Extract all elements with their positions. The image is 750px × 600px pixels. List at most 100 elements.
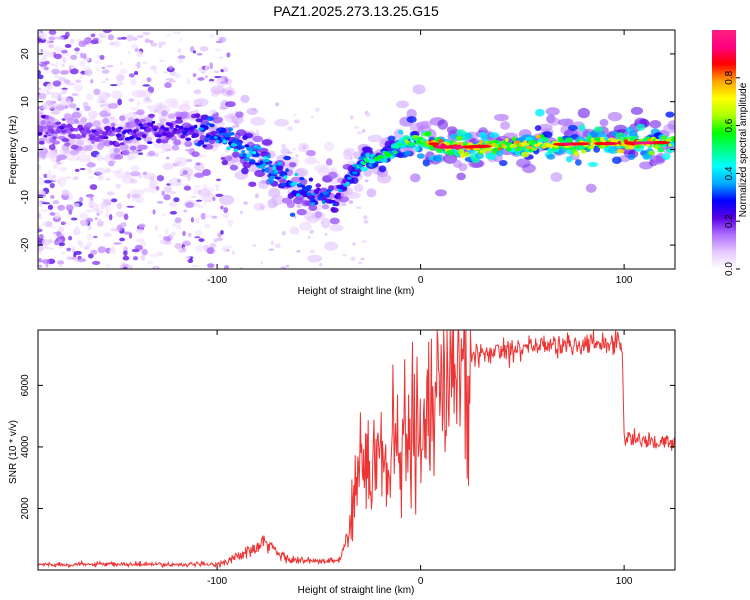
- heatmap-ridge-cell: [242, 157, 251, 162]
- heatmap-ridge-cell: [288, 162, 297, 168]
- heatmap-noise-cell: [54, 53, 62, 60]
- heatmap-noise-cell: [113, 242, 122, 245]
- heatmap-ridge-cell: [321, 200, 326, 204]
- heatmap-noise-cell: [198, 154, 208, 157]
- heatmap-ridge-cell: [250, 116, 266, 126]
- heatmap-ridge-cell: [39, 125, 45, 131]
- heatmap-noise-cell: [147, 261, 154, 265]
- heatmap-ridge-cell: [548, 117, 561, 126]
- heatmap-noise-cell: [38, 225, 41, 229]
- heatmap-noise-cell: [166, 33, 172, 37]
- heatmap-ridge-cell: [500, 121, 511, 130]
- heatmap-noise-cell: [102, 200, 108, 203]
- heatmap-ridge-cell: [420, 120, 432, 129]
- heatmap-ridge-cell: [541, 137, 550, 142]
- heatmap-ridge-cell: [246, 147, 255, 152]
- heatmap-ridge-cell: [627, 153, 636, 161]
- heatmap-noise-cell: [163, 235, 167, 242]
- heatmap-noise-cell: [141, 248, 148, 256]
- heatmap-ridge-cell: [197, 143, 202, 147]
- heatmap-ridge-cell: [80, 117, 88, 123]
- heatmap-noise-cell: [216, 237, 224, 242]
- heatmap-noise-cell: [348, 200, 354, 204]
- heatmap-ridge-cell: [55, 121, 62, 126]
- heatmap-noise-cell: [38, 74, 44, 80]
- heatmap-ridge-cell: [310, 202, 316, 206]
- heatmap-noise-cell: [115, 211, 125, 218]
- heatmap-ridge-cell: [503, 145, 508, 149]
- snr-x-tick-label: 100: [616, 576, 633, 587]
- heatmap-noise-cell: [46, 247, 55, 250]
- heatmap-noise-cell: [53, 46, 63, 53]
- heatmap-ridge-cell: [237, 142, 242, 147]
- heatmap-noise-cell: [45, 91, 51, 95]
- heatmap-noise-cell: [48, 144, 56, 151]
- heatmap-ridge-cell: [73, 118, 79, 124]
- heatmap-noise-cell: [43, 173, 48, 179]
- heatmap-ridge-cell: [73, 83, 83, 92]
- heatmap-noise-cell: [48, 30, 57, 35]
- heatmap-ridge-cell: [497, 146, 502, 151]
- heatmap-noise-cell: [38, 201, 43, 206]
- heatmap-noise-cell: [153, 266, 158, 269]
- heatmap-noise-cell: [192, 50, 196, 54]
- heatmap-noise-cell: [106, 191, 115, 196]
- heatmap-noise-cell: [174, 242, 183, 250]
- heatmap-ridge-cell: [290, 176, 302, 183]
- spectrogram-y-label: Frequency (Hz): [8, 116, 19, 185]
- heatmap-ridge-cell: [481, 134, 489, 143]
- heatmap-noise-cell: [193, 89, 202, 95]
- heatmap-ridge-cell: [204, 138, 209, 143]
- heatmap-noise-cell: [60, 49, 68, 54]
- heatmap-noise-cell: [204, 65, 209, 72]
- heatmap-ridge-cell: [136, 89, 152, 98]
- heatmap-noise-cell: [130, 107, 139, 111]
- heatmap-ridge-cell: [559, 138, 564, 142]
- heatmap-ridge-cell: [222, 139, 227, 144]
- heatmap-ridge-cell: [324, 194, 330, 198]
- heatmap-ridge-cell: [588, 145, 595, 150]
- heatmap-ridge-cell: [347, 178, 355, 184]
- heatmap-ridge-cell: [418, 136, 424, 141]
- heatmap-ridge-cell: [377, 154, 384, 159]
- heatmap-ridge-cell: [261, 168, 266, 172]
- heatmap-ridge-cell: [103, 136, 109, 140]
- heatmap-ridge-cell: [249, 159, 256, 164]
- heatmap-noise-cell: [166, 156, 170, 160]
- heatmap-noise-cell: [90, 79, 94, 84]
- heatmap-ridge-cell: [343, 147, 356, 157]
- heatmap-ridge-cell: [194, 172, 205, 178]
- heatmap-ridge-cell: [416, 140, 422, 145]
- heatmap-noise-cell: [142, 84, 151, 87]
- heatmap-ridge-cell: [86, 162, 96, 168]
- heatmap-ridge-cell: [379, 158, 385, 163]
- heatmap-ridge-cell: [347, 176, 352, 180]
- heatmap-noise-cell: [44, 86, 49, 92]
- heatmap-ridge-cell: [224, 155, 233, 162]
- colorbar-tick-label: 0.0: [724, 262, 735, 276]
- snr-plot-area: [38, 330, 675, 570]
- heatmap-noise-cell: [43, 66, 49, 71]
- heatmap-noise-cell: [61, 87, 68, 90]
- heatmap-noise-cell: [192, 73, 197, 78]
- snr-x-ticks: -100 0 100: [207, 330, 633, 587]
- heatmap-noise-cell: [64, 31, 70, 38]
- heatmap-noise-cell: [61, 189, 70, 197]
- heatmap-noise-cell: [43, 179, 52, 184]
- heatmap-ridge-cell: [326, 188, 333, 193]
- heatmap-noise-cell: [74, 47, 80, 52]
- colorbar-tick-label: 0.4: [724, 166, 735, 180]
- heatmap-ridge-cell: [180, 111, 189, 119]
- heatmap-noise-cell: [177, 222, 181, 229]
- heatmap-noise-cell: [38, 228, 43, 233]
- heatmap-noise-cell: [158, 59, 165, 63]
- heatmap-noise-cell: [365, 112, 371, 118]
- heatmap-ridge-cell: [422, 138, 427, 142]
- heatmap-noise-cell: [38, 217, 44, 220]
- heatmap-ridge-cell: [125, 122, 131, 128]
- heatmap-ridge-cell: [353, 184, 364, 192]
- heatmap-ridge-cell: [158, 129, 163, 133]
- heatmap-ridge-cell: [171, 144, 180, 151]
- heatmap-noise-cell: [92, 37, 99, 42]
- heatmap-ridge-cell: [511, 136, 517, 142]
